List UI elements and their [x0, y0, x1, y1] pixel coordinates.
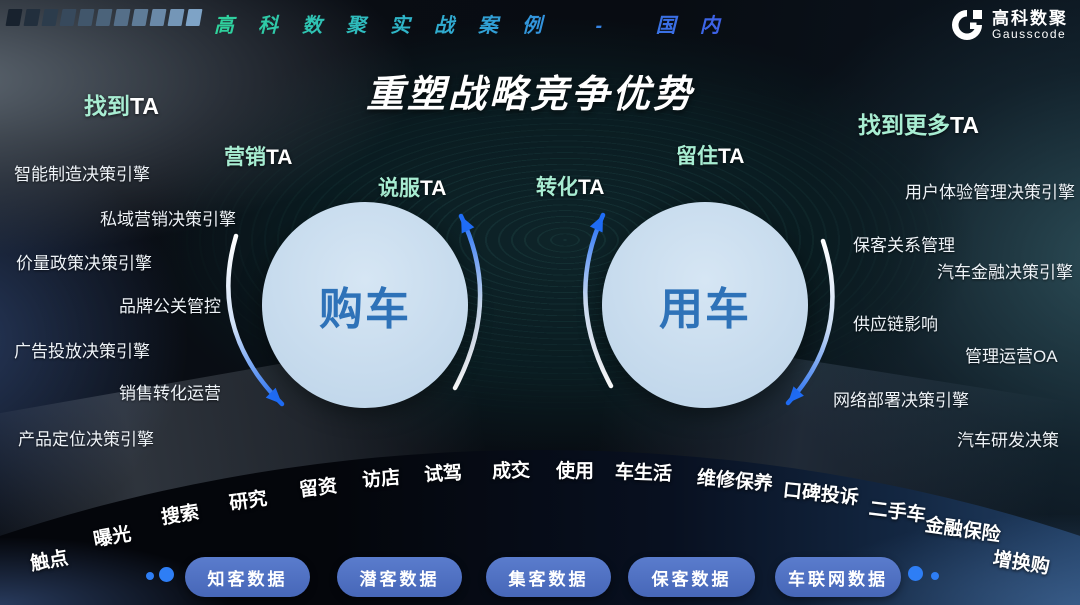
btn-gathered-customer-data[interactable]: 集客数据	[486, 557, 611, 597]
ta-label-suffix: TA	[420, 177, 447, 200]
ta-label-suffix: TA	[266, 146, 293, 169]
left-engine-item: 销售转化运营	[119, 384, 221, 403]
ta-label-prefix: 说服	[378, 177, 420, 200]
btn-iov-data[interactable]: 车联网数据	[775, 557, 901, 597]
ta-label-prefix: 找到	[84, 93, 130, 119]
header-title: 高科数聚实战案例 - 国内	[214, 9, 744, 38]
right-engine-item: 管理运营OA	[965, 347, 1058, 366]
gausscode-logo-text: 高科数聚 Gausscode	[992, 8, 1068, 41]
ta-label-suffix: TA	[718, 145, 745, 168]
journey-stage: 留资	[298, 475, 339, 502]
page-title: 重塑战略竞争优势	[365, 74, 694, 116]
left-engine-item: 价量政策决策引擎	[16, 254, 152, 273]
ta-label-convert: 转化TA	[536, 171, 604, 201]
left-engine-item: 智能制造决策引擎	[14, 165, 150, 184]
left-engine-item: 品牌公关管控	[119, 297, 221, 316]
pagination-dot	[159, 567, 174, 582]
journey-stage: 车生活	[614, 462, 673, 485]
arrowhead-icon	[461, 216, 475, 234]
arrow-buy-right	[452, 213, 483, 391]
ta-label-marketing: 营销TA	[224, 141, 292, 171]
arrowhead-icon	[265, 387, 282, 404]
journey-stage: 研究	[228, 488, 269, 515]
journey-stage: 访店	[361, 467, 402, 492]
gausscode-logo: 高科数聚 Gausscode	[949, 7, 1068, 43]
ta-label-prefix: 留住	[676, 145, 718, 168]
journey-stage: 试驾	[423, 462, 463, 487]
ta-label-retain: 留住TA	[676, 140, 744, 170]
arrowhead-icon	[788, 386, 804, 403]
right-engine-item: 网络部署决策引擎	[833, 391, 969, 410]
left-engine-item: 产品定位决策引擎	[18, 430, 154, 449]
gausscode-logo-icon	[952, 10, 982, 40]
logo-brand-name: 高科数聚	[992, 8, 1068, 28]
ta-label-suffix: TA	[578, 176, 605, 199]
arrow-use-right	[785, 238, 835, 406]
pagination-dot	[908, 566, 923, 581]
left-engine-item: 广告投放决策引擎	[14, 342, 150, 361]
journey-stage: 使用	[556, 461, 595, 482]
ta-label-suffix: TA	[130, 93, 159, 119]
circle-use-car: 用车	[602, 202, 808, 408]
circle-buy-car: 购车	[262, 202, 468, 408]
right-engine-item: 供应链影响	[853, 315, 938, 334]
left-engine-item: 私域营销决策引擎	[100, 210, 236, 229]
right-engine-item: 保客关系管理	[853, 236, 955, 255]
ta-label-suffix: TA	[950, 112, 979, 138]
ta-label-prefix: 找到更多	[858, 112, 950, 138]
ta-label-find-more: 找到更多TA	[858, 106, 979, 140]
ta-label-persuade: 说服TA	[378, 172, 446, 202]
ta-label-prefix: 转化	[536, 176, 578, 199]
ta-label-prefix: 营销	[224, 146, 266, 169]
right-engine-item: 用户体验管理决策引擎	[905, 183, 1075, 202]
pagination-dot	[146, 572, 154, 580]
ta-label-find: 找到TA	[84, 87, 159, 121]
right-engine-item: 汽车研发决策	[957, 431, 1059, 450]
journey-stage: 成交	[491, 460, 531, 483]
arrow-buy-left	[226, 233, 285, 407]
arrowhead-icon	[589, 215, 603, 233]
btn-retained-customer-data[interactable]: 保客数据	[628, 557, 755, 597]
pagination-dot	[931, 572, 939, 580]
arrow-use-left	[583, 212, 614, 389]
btn-prospect-data[interactable]: 潜客数据	[337, 557, 462, 597]
btn-know-customer-data[interactable]: 知客数据	[185, 557, 310, 597]
right-engine-item: 汽车金融决策引擎	[937, 263, 1073, 282]
logo-sub-name: Gausscode	[992, 26, 1067, 41]
